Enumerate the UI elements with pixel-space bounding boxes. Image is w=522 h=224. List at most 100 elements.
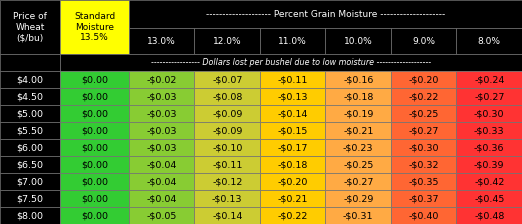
Bar: [61, 207, 129, 224]
Bar: [195, 173, 260, 190]
Text: -$0.45: -$0.45: [474, 194, 504, 203]
Bar: [326, 173, 391, 190]
Text: $0.00: $0.00: [81, 109, 108, 118]
Text: $8.00: $8.00: [17, 211, 44, 220]
Text: -$0.14: -$0.14: [212, 211, 242, 220]
Bar: [260, 190, 326, 207]
Text: $5.50: $5.50: [17, 126, 44, 135]
Bar: [129, 105, 195, 122]
Bar: [129, 28, 195, 54]
Text: -$0.03: -$0.03: [147, 92, 177, 101]
Text: -$0.30: -$0.30: [474, 109, 504, 118]
Bar: [61, 173, 129, 190]
Text: -$0.21: -$0.21: [278, 194, 308, 203]
Bar: [391, 207, 457, 224]
Text: -$0.27: -$0.27: [409, 126, 439, 135]
Bar: [129, 71, 195, 88]
Text: -$0.36: -$0.36: [474, 143, 504, 152]
Bar: [129, 139, 195, 156]
Bar: [61, 71, 129, 88]
Text: -$0.04: -$0.04: [147, 177, 177, 186]
Bar: [457, 88, 522, 105]
Bar: [326, 105, 391, 122]
Text: $4.50: $4.50: [17, 92, 44, 101]
Bar: [0, 105, 61, 122]
Bar: [260, 173, 326, 190]
Bar: [260, 139, 326, 156]
Text: $0.00: $0.00: [81, 143, 108, 152]
Text: -$0.32: -$0.32: [409, 160, 439, 169]
Text: -$0.35: -$0.35: [409, 177, 439, 186]
Bar: [0, 139, 61, 156]
Text: -$0.40: -$0.40: [409, 211, 439, 220]
Bar: [457, 122, 522, 139]
Bar: [129, 190, 195, 207]
Bar: [260, 71, 326, 88]
Bar: [260, 156, 326, 173]
Text: -$0.07: -$0.07: [212, 75, 242, 84]
Text: -$0.16: -$0.16: [343, 75, 373, 84]
Text: -$0.25: -$0.25: [409, 109, 439, 118]
Bar: [0, 207, 61, 224]
Bar: [195, 207, 260, 224]
Bar: [0, 190, 61, 207]
Text: -$0.27: -$0.27: [474, 92, 504, 101]
Text: -$0.11: -$0.11: [278, 75, 308, 84]
Bar: [0, 156, 61, 173]
Text: -$0.11: -$0.11: [212, 160, 242, 169]
Bar: [0, 54, 61, 71]
Text: -$0.02: -$0.02: [147, 75, 177, 84]
Bar: [61, 156, 129, 173]
Bar: [391, 122, 457, 139]
Bar: [61, 190, 129, 207]
Text: $7.00: $7.00: [17, 177, 44, 186]
Bar: [457, 156, 522, 173]
Bar: [129, 122, 195, 139]
Text: -$0.24: -$0.24: [474, 75, 504, 84]
Bar: [195, 71, 260, 88]
Text: $5.00: $5.00: [17, 109, 44, 118]
Text: -$0.04: -$0.04: [147, 194, 177, 203]
Text: -$0.33: -$0.33: [474, 126, 505, 135]
Text: $0.00: $0.00: [81, 75, 108, 84]
Text: -$0.39: -$0.39: [474, 160, 504, 169]
Text: $0.00: $0.00: [81, 160, 108, 169]
Bar: [129, 156, 195, 173]
Text: 10.0%: 10.0%: [344, 37, 373, 46]
Text: -$0.04: -$0.04: [147, 160, 177, 169]
Bar: [391, 156, 457, 173]
Text: -$0.42: -$0.42: [474, 177, 504, 186]
Bar: [195, 156, 260, 173]
Text: -$0.13: -$0.13: [212, 194, 243, 203]
Bar: [129, 207, 195, 224]
Bar: [391, 71, 457, 88]
Text: Price of
Wheat
($/bu): Price of Wheat ($/bu): [13, 12, 47, 42]
Text: -$0.48: -$0.48: [474, 211, 504, 220]
Text: -$0.12: -$0.12: [212, 177, 242, 186]
Text: $6.50: $6.50: [17, 160, 44, 169]
Bar: [260, 28, 326, 54]
Bar: [195, 122, 260, 139]
Text: Standard
Moisture
13.5%: Standard Moisture 13.5%: [74, 12, 115, 42]
Text: -$0.25: -$0.25: [343, 160, 373, 169]
Bar: [129, 173, 195, 190]
Text: -$0.17: -$0.17: [278, 143, 308, 152]
Text: -$0.29: -$0.29: [343, 194, 373, 203]
Text: -$0.22: -$0.22: [278, 211, 308, 220]
Bar: [457, 190, 522, 207]
Bar: [457, 139, 522, 156]
Bar: [391, 28, 457, 54]
Text: $6.00: $6.00: [17, 143, 44, 152]
Text: -$0.03: -$0.03: [147, 126, 177, 135]
Bar: [61, 122, 129, 139]
Text: -$0.09: -$0.09: [212, 126, 242, 135]
Bar: [391, 173, 457, 190]
Bar: [260, 105, 326, 122]
Bar: [0, 173, 61, 190]
Text: $0.00: $0.00: [81, 194, 108, 203]
Text: 13.0%: 13.0%: [147, 37, 176, 46]
Bar: [129, 0, 522, 28]
Bar: [0, 71, 61, 88]
Text: -$0.03: -$0.03: [147, 143, 177, 152]
Bar: [326, 71, 391, 88]
